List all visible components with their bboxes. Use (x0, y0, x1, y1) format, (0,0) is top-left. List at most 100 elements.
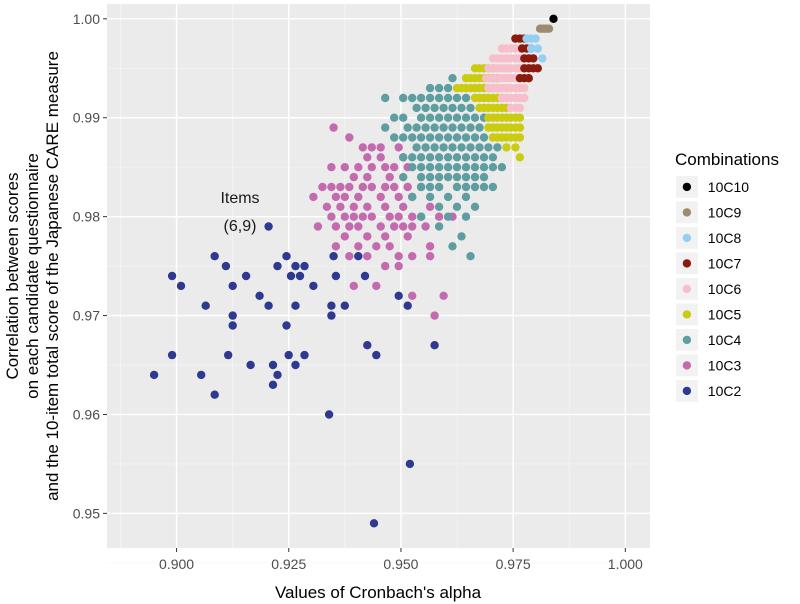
data-points (149, 14, 558, 528)
data-point (358, 182, 367, 192)
data-point (394, 252, 403, 261)
data-point (511, 143, 520, 152)
data-point (381, 202, 390, 211)
data-point (372, 281, 381, 291)
data-point (273, 370, 282, 380)
data-point (515, 123, 525, 132)
legend-label-10C8: 10C8 (708, 230, 742, 246)
data-point (425, 252, 435, 261)
data-point (461, 153, 471, 162)
data-point (358, 212, 367, 221)
data-point (470, 182, 480, 192)
legend-label-10C5: 10C5 (708, 306, 742, 322)
data-point (448, 74, 457, 83)
data-point (291, 360, 300, 370)
data-point (526, 44, 536, 53)
data-point (318, 182, 327, 192)
data-point (381, 261, 390, 271)
data-point (434, 182, 444, 192)
legend-key-10C2 (682, 386, 692, 396)
data-point (167, 271, 177, 281)
data-point (241, 271, 251, 281)
data-point (430, 143, 439, 152)
data-point (336, 182, 345, 192)
data-point (167, 350, 177, 360)
data-point (466, 123, 475, 132)
data-point (443, 133, 453, 142)
data-point (367, 182, 376, 192)
data-point (531, 34, 540, 43)
data-point (363, 153, 372, 162)
series-10C4 (381, 74, 507, 261)
data-point (488, 163, 498, 172)
data-point (434, 153, 444, 162)
data-point (425, 153, 435, 162)
data-point (533, 44, 542, 53)
data-point (452, 163, 462, 172)
data-point (475, 143, 484, 152)
data-point (385, 212, 394, 221)
legend-label-10C9: 10C9 (708, 204, 742, 220)
data-point (268, 360, 278, 370)
data-point (221, 261, 231, 271)
data-point (336, 202, 345, 211)
data-point (399, 222, 408, 231)
data-point (425, 202, 435, 211)
data-point (408, 222, 417, 231)
series-10C8 (522, 34, 547, 63)
data-point (416, 172, 426, 182)
data-point (421, 143, 430, 152)
data-point (376, 192, 385, 202)
data-point (367, 212, 376, 221)
data-point (520, 93, 529, 103)
annotation: Items (6,9) (220, 190, 259, 235)
data-point (443, 163, 453, 172)
legend-key-10C10 (682, 182, 692, 192)
data-point (448, 123, 457, 132)
data-point (488, 182, 498, 192)
data-point (408, 192, 417, 202)
data-point (416, 133, 426, 142)
data-point (461, 93, 471, 103)
data-point (470, 202, 480, 211)
data-point (399, 113, 408, 122)
data-point (425, 242, 435, 251)
data-point (484, 143, 493, 152)
y-tick-label: 0.96 (73, 406, 100, 422)
data-point (412, 103, 421, 113)
data-point (354, 242, 363, 251)
data-point (345, 182, 354, 192)
data-point (149, 370, 159, 380)
data-point (329, 123, 338, 132)
data-point (538, 54, 547, 63)
data-point (327, 182, 336, 192)
data-point (425, 192, 435, 202)
data-point (372, 350, 381, 360)
data-point (327, 212, 336, 221)
data-point (520, 83, 529, 93)
data-point (363, 202, 372, 211)
data-point (291, 261, 300, 271)
x-axis-ticks: 0.900 0.925 0.950 0.975 1.000 (159, 548, 643, 572)
legend-key-10C3 (682, 361, 692, 370)
data-point (416, 93, 426, 103)
data-point (309, 192, 318, 202)
data-point (434, 163, 444, 172)
data-point (425, 163, 435, 172)
annotation-line-1: Items (220, 190, 259, 207)
data-point (452, 153, 462, 162)
data-point (358, 143, 367, 152)
data-point (408, 212, 417, 221)
data-point (331, 242, 341, 251)
data-point (376, 153, 385, 162)
x-tick-label: 0.925 (271, 556, 306, 572)
data-point (367, 163, 376, 172)
data-point (448, 143, 457, 152)
data-point (434, 133, 444, 142)
data-point (408, 153, 417, 162)
data-point (443, 93, 453, 103)
data-point (425, 113, 435, 122)
data-point (394, 192, 403, 202)
y-axis-label-line-1: Correlation between scores (3, 173, 22, 380)
data-point (515, 153, 525, 162)
